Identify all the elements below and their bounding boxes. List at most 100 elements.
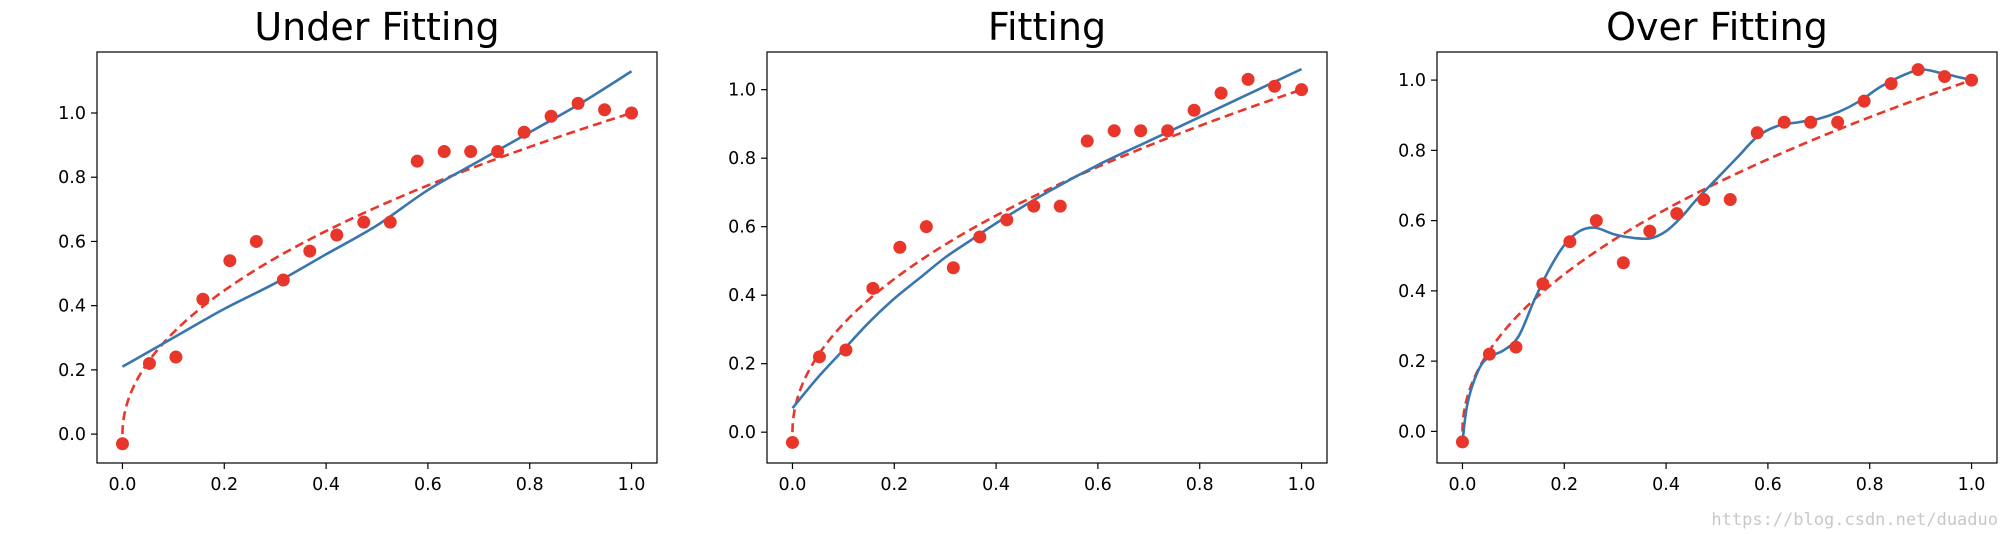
sample-point [1670, 207, 1684, 221]
sample-point [839, 343, 853, 357]
sample-point [1000, 213, 1014, 227]
x-tick-label: 0.0 [779, 475, 807, 495]
model-fit-line [791, 67, 1303, 410]
x-tick-label: 0.2 [210, 475, 238, 495]
sample-point [1107, 124, 1121, 138]
y-tick-label: 0.4 [58, 297, 86, 317]
sample-point [1723, 193, 1737, 207]
y-tick-label: 0.6 [1398, 212, 1426, 232]
sample-point [893, 240, 907, 254]
sample-point [464, 145, 478, 159]
sample-point [115, 437, 129, 451]
model-fit-line [121, 70, 633, 368]
sample-point [169, 350, 183, 364]
sample-point [1509, 340, 1523, 354]
axes-frame [1436, 51, 1998, 464]
sample-point [1884, 77, 1898, 91]
axes-frame [96, 51, 658, 464]
sample-point [223, 254, 237, 268]
sample-point [544, 109, 558, 123]
sample-point [919, 220, 933, 234]
x-tick-label: 0.4 [1652, 475, 1680, 495]
y-tick-label: 0.2 [1398, 352, 1426, 372]
sample-point [517, 125, 531, 139]
sample-point [571, 96, 585, 110]
sample-point [357, 215, 371, 229]
x-tick-label: 0.8 [1856, 475, 1884, 495]
chart-title: Under Fitting [254, 5, 499, 49]
sample-point [1161, 124, 1175, 138]
y-tick-label: 0.0 [58, 425, 86, 445]
x-tick-label: 0.4 [982, 475, 1010, 495]
y-tick-label: 0.8 [1398, 141, 1426, 161]
x-tick-label: 0.6 [414, 475, 442, 495]
sample-point [946, 261, 960, 275]
sample-point [785, 435, 799, 449]
x-tick-label: 1.0 [1958, 475, 1986, 495]
sample-point [1455, 435, 1469, 449]
sample-point [491, 145, 505, 159]
sample-point [1214, 86, 1228, 100]
sample-point [1965, 73, 1979, 87]
sample-point [276, 273, 290, 287]
x-tick-label: 0.2 [1550, 475, 1578, 495]
chart-title: Fitting [988, 5, 1106, 49]
sample-point [1241, 72, 1255, 86]
true-function-line [791, 88, 1302, 433]
sample-point [1563, 235, 1577, 249]
sample-point [1804, 115, 1818, 129]
y-tick-label: 0.2 [728, 355, 756, 375]
sample-point [330, 228, 344, 242]
sample-point [1027, 199, 1041, 213]
sample-point [1187, 103, 1201, 117]
y-tick-label: 0.6 [728, 218, 756, 238]
sample-point [1295, 83, 1309, 97]
sample-point [1268, 79, 1282, 93]
subplot-fitting: Fitting 0.0 0.2 0.4 0.6 0.8 1.0 0.0 0.2 0.4 0.6 0.… [728, 5, 1328, 495]
sample-point [410, 154, 424, 168]
sample-point [1777, 115, 1791, 129]
x-tick-label: 1.0 [1288, 475, 1316, 495]
sample-point [1857, 94, 1871, 108]
sample-point [303, 244, 317, 258]
y-tick-label: 0.8 [728, 149, 756, 169]
sample-point [196, 292, 210, 306]
subplot-under-fitting: Under Fitting 0.0 0.2 0.4 0.6 0.8 1.0 0.0 0.2 0.… [58, 5, 658, 495]
true-function-line [121, 111, 632, 435]
true-function-line [1461, 78, 1972, 432]
model-fit-line [1461, 68, 1972, 443]
sample-point [1697, 193, 1711, 207]
sample-point [866, 281, 880, 295]
y-tick-label: 0.0 [728, 423, 756, 443]
sample-point [1831, 115, 1845, 129]
y-tick-label: 0.0 [1398, 422, 1426, 442]
sample-point [1589, 214, 1603, 228]
sample-point [973, 230, 987, 244]
sample-point [598, 103, 612, 117]
sample-point [1911, 63, 1925, 77]
y-tick-label: 0.6 [58, 232, 86, 252]
y-tick-label: 0.4 [728, 286, 756, 306]
x-tick-label: 0.6 [1084, 475, 1112, 495]
y-tick-label: 1.0 [728, 81, 756, 101]
x-tick-label: 0.4 [312, 475, 340, 495]
sample-point [1750, 126, 1764, 140]
sample-point [1616, 256, 1630, 270]
x-tick-label: 0.8 [1186, 475, 1214, 495]
sample-point [1938, 70, 1952, 84]
y-tick-label: 0.2 [58, 361, 86, 381]
y-tick-label: 0.8 [58, 168, 86, 188]
sample-point [249, 234, 263, 248]
subplot-over-fitting: Over Fitting 0.0 0.2 0.4 0.6 0.8 1.0 0.0 0.2 0.4… [1398, 5, 1998, 495]
sample-point [142, 356, 156, 370]
y-tick-label: 0.4 [1398, 282, 1426, 302]
sample-point [625, 106, 639, 120]
y-tick-label: 1.0 [58, 104, 86, 124]
x-tick-label: 1.0 [618, 475, 646, 495]
axes-frame [766, 51, 1328, 464]
sample-point [812, 350, 826, 364]
sample-point [1536, 277, 1550, 291]
x-tick-label: 0.8 [516, 475, 544, 495]
x-tick-label: 0.2 [880, 475, 908, 495]
sample-point [1482, 347, 1496, 361]
